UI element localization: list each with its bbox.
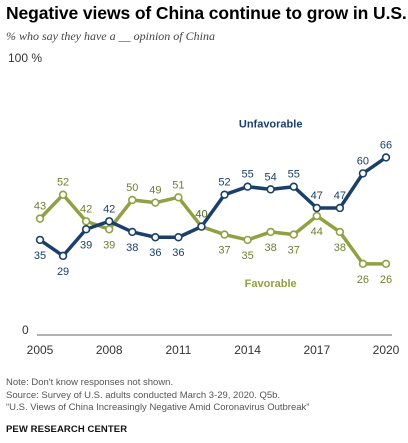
favorable-data-label: 49 bbox=[149, 185, 161, 197]
unfavorable-data-label: 60 bbox=[357, 155, 369, 167]
unfavorable-data-label: 38 bbox=[126, 242, 138, 254]
favorable-data-label: 35 bbox=[241, 250, 253, 262]
favorable-data-label: 26 bbox=[357, 274, 369, 286]
favorable-data-label: 52 bbox=[57, 177, 69, 189]
source-line: Source: Survey of U.S. adults conducted … bbox=[6, 389, 281, 401]
unfavorable-data-label: 55 bbox=[241, 169, 253, 181]
favorable-point bbox=[335, 227, 345, 237]
unfavorable-point bbox=[381, 153, 391, 162]
unfavorable-point bbox=[151, 233, 160, 242]
unfavorable-data-label: 36 bbox=[149, 247, 161, 259]
chart-notes: Note: Don't know responses not shown. So… bbox=[6, 377, 309, 415]
favorable-data-label: 51 bbox=[172, 179, 184, 191]
unfavorable-point bbox=[81, 225, 91, 234]
unfavorable-point bbox=[358, 169, 368, 178]
favorable-data-label: 42 bbox=[80, 203, 92, 215]
favorable-point bbox=[174, 193, 183, 202]
unfavorable-point bbox=[312, 203, 321, 213]
unfavorable-point bbox=[128, 227, 137, 237]
unfavorable-series-label: Unfavorable bbox=[239, 118, 303, 130]
unfavorable-data-label: 55 bbox=[288, 169, 300, 181]
favorable-point bbox=[243, 235, 252, 245]
favorable-point bbox=[289, 230, 298, 239]
favorable-data-label: 26 bbox=[380, 274, 392, 286]
unfavorable-data-label: 39 bbox=[80, 239, 92, 251]
favorable-point bbox=[358, 259, 368, 269]
favorable-point bbox=[266, 227, 275, 237]
unfavorable-point bbox=[58, 251, 68, 261]
favorable-point bbox=[81, 217, 91, 226]
favorable-data-label: 44 bbox=[311, 226, 323, 238]
favorable-point bbox=[220, 230, 229, 239]
unfavorable-point bbox=[289, 182, 298, 191]
y-tick-top: 100 % bbox=[8, 51, 42, 65]
favorable-data-label: 39 bbox=[103, 239, 115, 251]
favorable-data-label: 37 bbox=[218, 245, 230, 257]
unfavorable-point bbox=[104, 217, 114, 226]
unfavorable-point bbox=[35, 235, 45, 245]
favorable-data-label: 40 bbox=[195, 209, 207, 221]
favorable-data-label: 38 bbox=[334, 242, 346, 254]
x-tick-label: 2008 bbox=[96, 343, 123, 357]
favorable-data-label: 50 bbox=[126, 182, 138, 194]
unfavorable-data-label: 47 bbox=[311, 190, 323, 202]
series-layer: 35 29 39 42 38 36 36 40 52 55 54 55 47 47 60 66 43 52 42 39… bbox=[34, 118, 392, 290]
unfavorable-data-label: 66 bbox=[380, 139, 392, 151]
x-tick-label: 2005 bbox=[27, 343, 54, 357]
unfavorable-line bbox=[38, 155, 388, 258]
unfavorable-point bbox=[197, 222, 206, 231]
favorable-data-label: 43 bbox=[34, 201, 46, 213]
favorable-point bbox=[381, 259, 391, 269]
favorable-point bbox=[104, 225, 114, 234]
favorable-series-label: Favorable bbox=[245, 278, 297, 290]
unfavorable-data-label: 36 bbox=[172, 247, 184, 259]
unfavorable-point bbox=[243, 182, 252, 191]
x-tick-label: 2014 bbox=[234, 343, 261, 357]
unfavorable-data-label: 42 bbox=[103, 203, 115, 215]
unfavorable-point bbox=[266, 185, 275, 194]
source-organization: PEW RESEARCH CENTER bbox=[6, 424, 128, 435]
unfavorable-data-label: 40 bbox=[195, 209, 207, 221]
unfavorable-point bbox=[220, 190, 229, 199]
unfavorable-data-label: 52 bbox=[218, 177, 230, 189]
favorable-data-label: 38 bbox=[265, 242, 277, 254]
chart-title: Negative views of China continue to grow… bbox=[6, 3, 407, 23]
report-title-line: “U.S. Views of China Increasingly Negati… bbox=[6, 402, 310, 414]
favorable-data-label: 37 bbox=[288, 245, 300, 257]
unfavorable-data-label: 35 bbox=[34, 250, 46, 262]
favorable-point bbox=[58, 190, 68, 199]
x-tick-label: 2011 bbox=[165, 343, 191, 357]
unfavorable-data-label: 47 bbox=[334, 190, 346, 202]
x-tick-label: 2020 bbox=[373, 343, 400, 357]
unfavorable-data-label: 29 bbox=[57, 266, 69, 278]
chart-subtitle: % who say they have a __ opinion of Chin… bbox=[6, 29, 215, 43]
unfavorable-point bbox=[174, 233, 183, 242]
x-tick-labels: 2005 2008 2011 2014 2017 2020 bbox=[27, 343, 400, 357]
favorable-point bbox=[35, 214, 45, 223]
unfavorable-point bbox=[335, 203, 345, 213]
favorable-point bbox=[128, 195, 137, 205]
note-line: Note: Don't know responses not shown. bbox=[6, 377, 174, 388]
favorable-point bbox=[151, 198, 160, 207]
y-tick-bottom: 0 bbox=[22, 323, 29, 337]
x-tick-label: 2017 bbox=[303, 343, 330, 357]
favorable-point bbox=[312, 211, 321, 221]
unfavorable-data-label: 54 bbox=[265, 171, 277, 183]
